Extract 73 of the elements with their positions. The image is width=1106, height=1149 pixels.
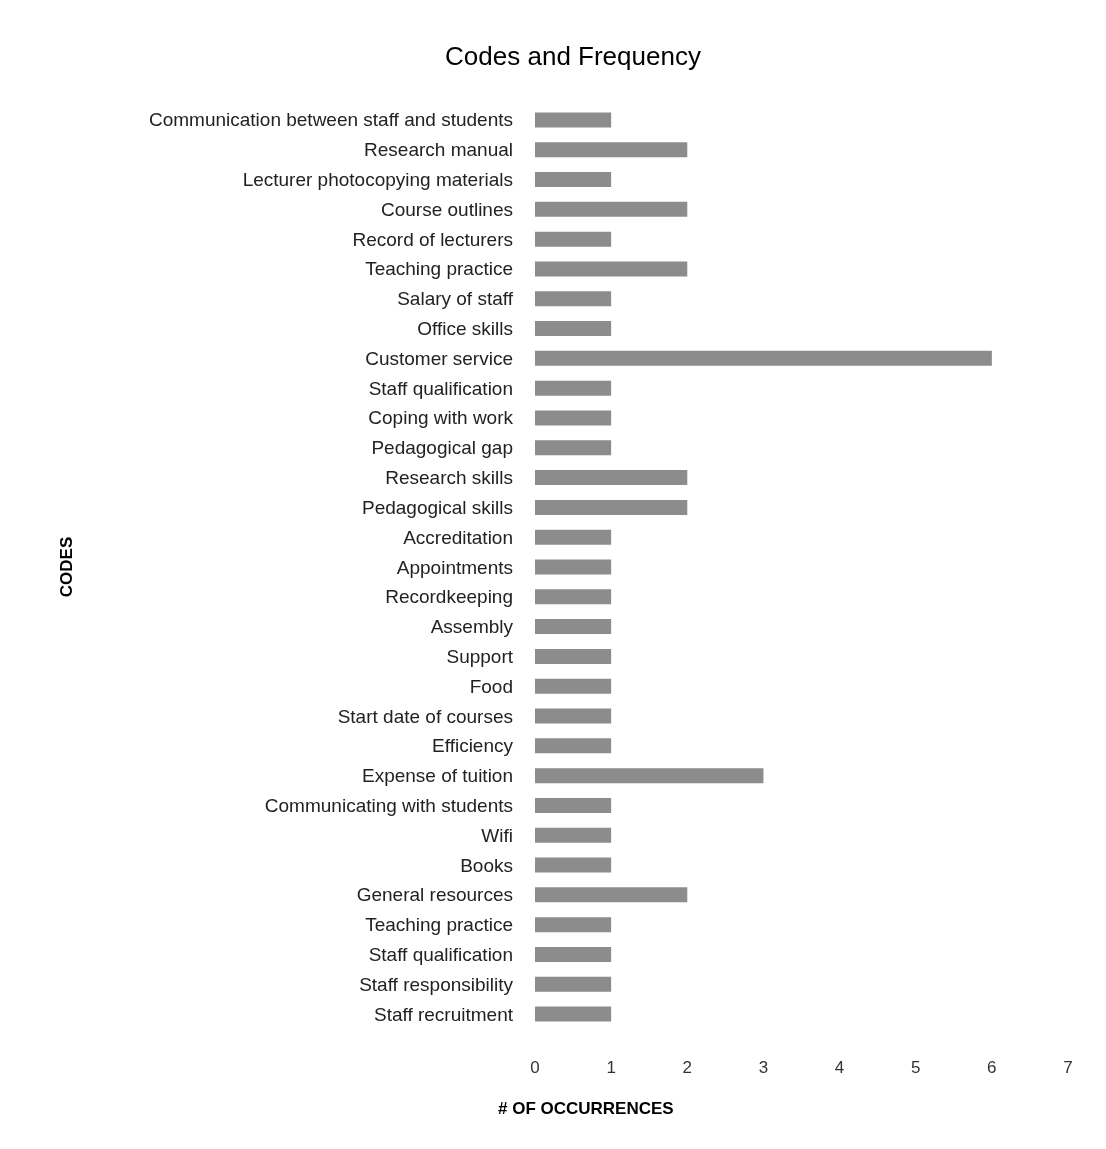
bar bbox=[535, 797, 612, 813]
y-tick-label: Communicating with students bbox=[264, 794, 513, 816]
y-tick-label: Pedagogical gap bbox=[371, 437, 513, 459]
bar bbox=[535, 708, 612, 724]
y-tick-label: Books bbox=[460, 854, 513, 876]
y-tick-label: Food bbox=[469, 675, 513, 697]
bar bbox=[535, 261, 688, 277]
bar bbox=[535, 946, 612, 962]
bar bbox=[535, 142, 688, 158]
bar bbox=[535, 380, 612, 396]
x-tick-label: 5 bbox=[910, 1058, 921, 1077]
y-tick-label: Office skills bbox=[417, 318, 513, 340]
bar bbox=[535, 768, 764, 784]
y-tick-label: Lecturer photocopying materials bbox=[242, 169, 513, 191]
bar bbox=[535, 917, 612, 933]
y-tick-label: Customer service bbox=[365, 347, 513, 369]
y-tick-label: Pedagogical skills bbox=[361, 496, 513, 518]
y-tick-label: Research manual bbox=[364, 139, 513, 161]
y-tick-label: Communication between staff and students bbox=[148, 109, 513, 131]
y-tick-label: Staff qualification bbox=[368, 943, 513, 965]
bar bbox=[535, 857, 612, 873]
bar bbox=[535, 350, 992, 366]
y-tick-label: Efficiency bbox=[432, 735, 514, 757]
y-tick-label: Start date of courses bbox=[337, 705, 513, 727]
bar bbox=[535, 112, 612, 128]
x-tick-label: 1 bbox=[606, 1058, 616, 1077]
y-tick-label: Support bbox=[446, 645, 514, 667]
y-tick-label: Expense of tuition bbox=[361, 765, 513, 787]
x-axis-title: # OF OCCURRENCES bbox=[498, 1099, 674, 1118]
bar bbox=[535, 172, 612, 188]
y-tick-label: Teaching practice bbox=[365, 914, 513, 936]
y-tick-label: General resources bbox=[356, 884, 513, 906]
bar bbox=[535, 291, 612, 307]
y-tick-label: Course outlines bbox=[380, 198, 513, 220]
bar bbox=[535, 410, 612, 426]
bar bbox=[535, 827, 612, 843]
x-tick-label: 7 bbox=[1063, 1058, 1073, 1077]
y-tick-label: Assembly bbox=[430, 616, 514, 638]
y-tick-label: Salary of staff bbox=[397, 288, 514, 310]
bar bbox=[535, 321, 612, 337]
x-tick-label: 6 bbox=[987, 1058, 997, 1077]
x-tick-label: 4 bbox=[834, 1058, 845, 1077]
y-tick-label: Accreditation bbox=[403, 526, 513, 548]
bar bbox=[535, 648, 612, 664]
bar bbox=[535, 201, 688, 217]
bar bbox=[535, 499, 688, 515]
x-tick-label: 3 bbox=[758, 1058, 769, 1077]
y-tick-label: Record of lecturers bbox=[352, 228, 513, 250]
y-tick-label: Staff responsibility bbox=[359, 973, 514, 995]
bar bbox=[535, 619, 612, 635]
y-tick-label: Staff recruitment bbox=[373, 1003, 514, 1025]
bar bbox=[535, 529, 612, 545]
x-tick-label: 2 bbox=[682, 1058, 693, 1077]
bar bbox=[535, 559, 612, 575]
y-tick-label: Research skills bbox=[385, 467, 513, 489]
bar bbox=[535, 738, 612, 754]
bar bbox=[535, 1006, 612, 1022]
y-tick-label: Appointments bbox=[396, 556, 513, 578]
bar bbox=[535, 231, 612, 247]
bar bbox=[535, 887, 688, 903]
y-axis-title: CODES bbox=[57, 536, 76, 598]
y-tick-label: Wifi bbox=[481, 824, 513, 846]
y-tick-label: Staff qualification bbox=[368, 377, 513, 399]
bar bbox=[535, 470, 688, 486]
y-tick-label: Recordkeeping bbox=[385, 586, 513, 608]
chart-title: Codes and Frequency bbox=[445, 41, 701, 71]
bar bbox=[535, 589, 612, 605]
bar bbox=[535, 976, 612, 992]
y-tick-label: Teaching practice bbox=[365, 258, 513, 280]
bar bbox=[535, 678, 612, 694]
y-tick-label: Coping with work bbox=[368, 407, 514, 429]
bar bbox=[535, 440, 612, 456]
x-tick-label: 0 bbox=[530, 1058, 540, 1077]
